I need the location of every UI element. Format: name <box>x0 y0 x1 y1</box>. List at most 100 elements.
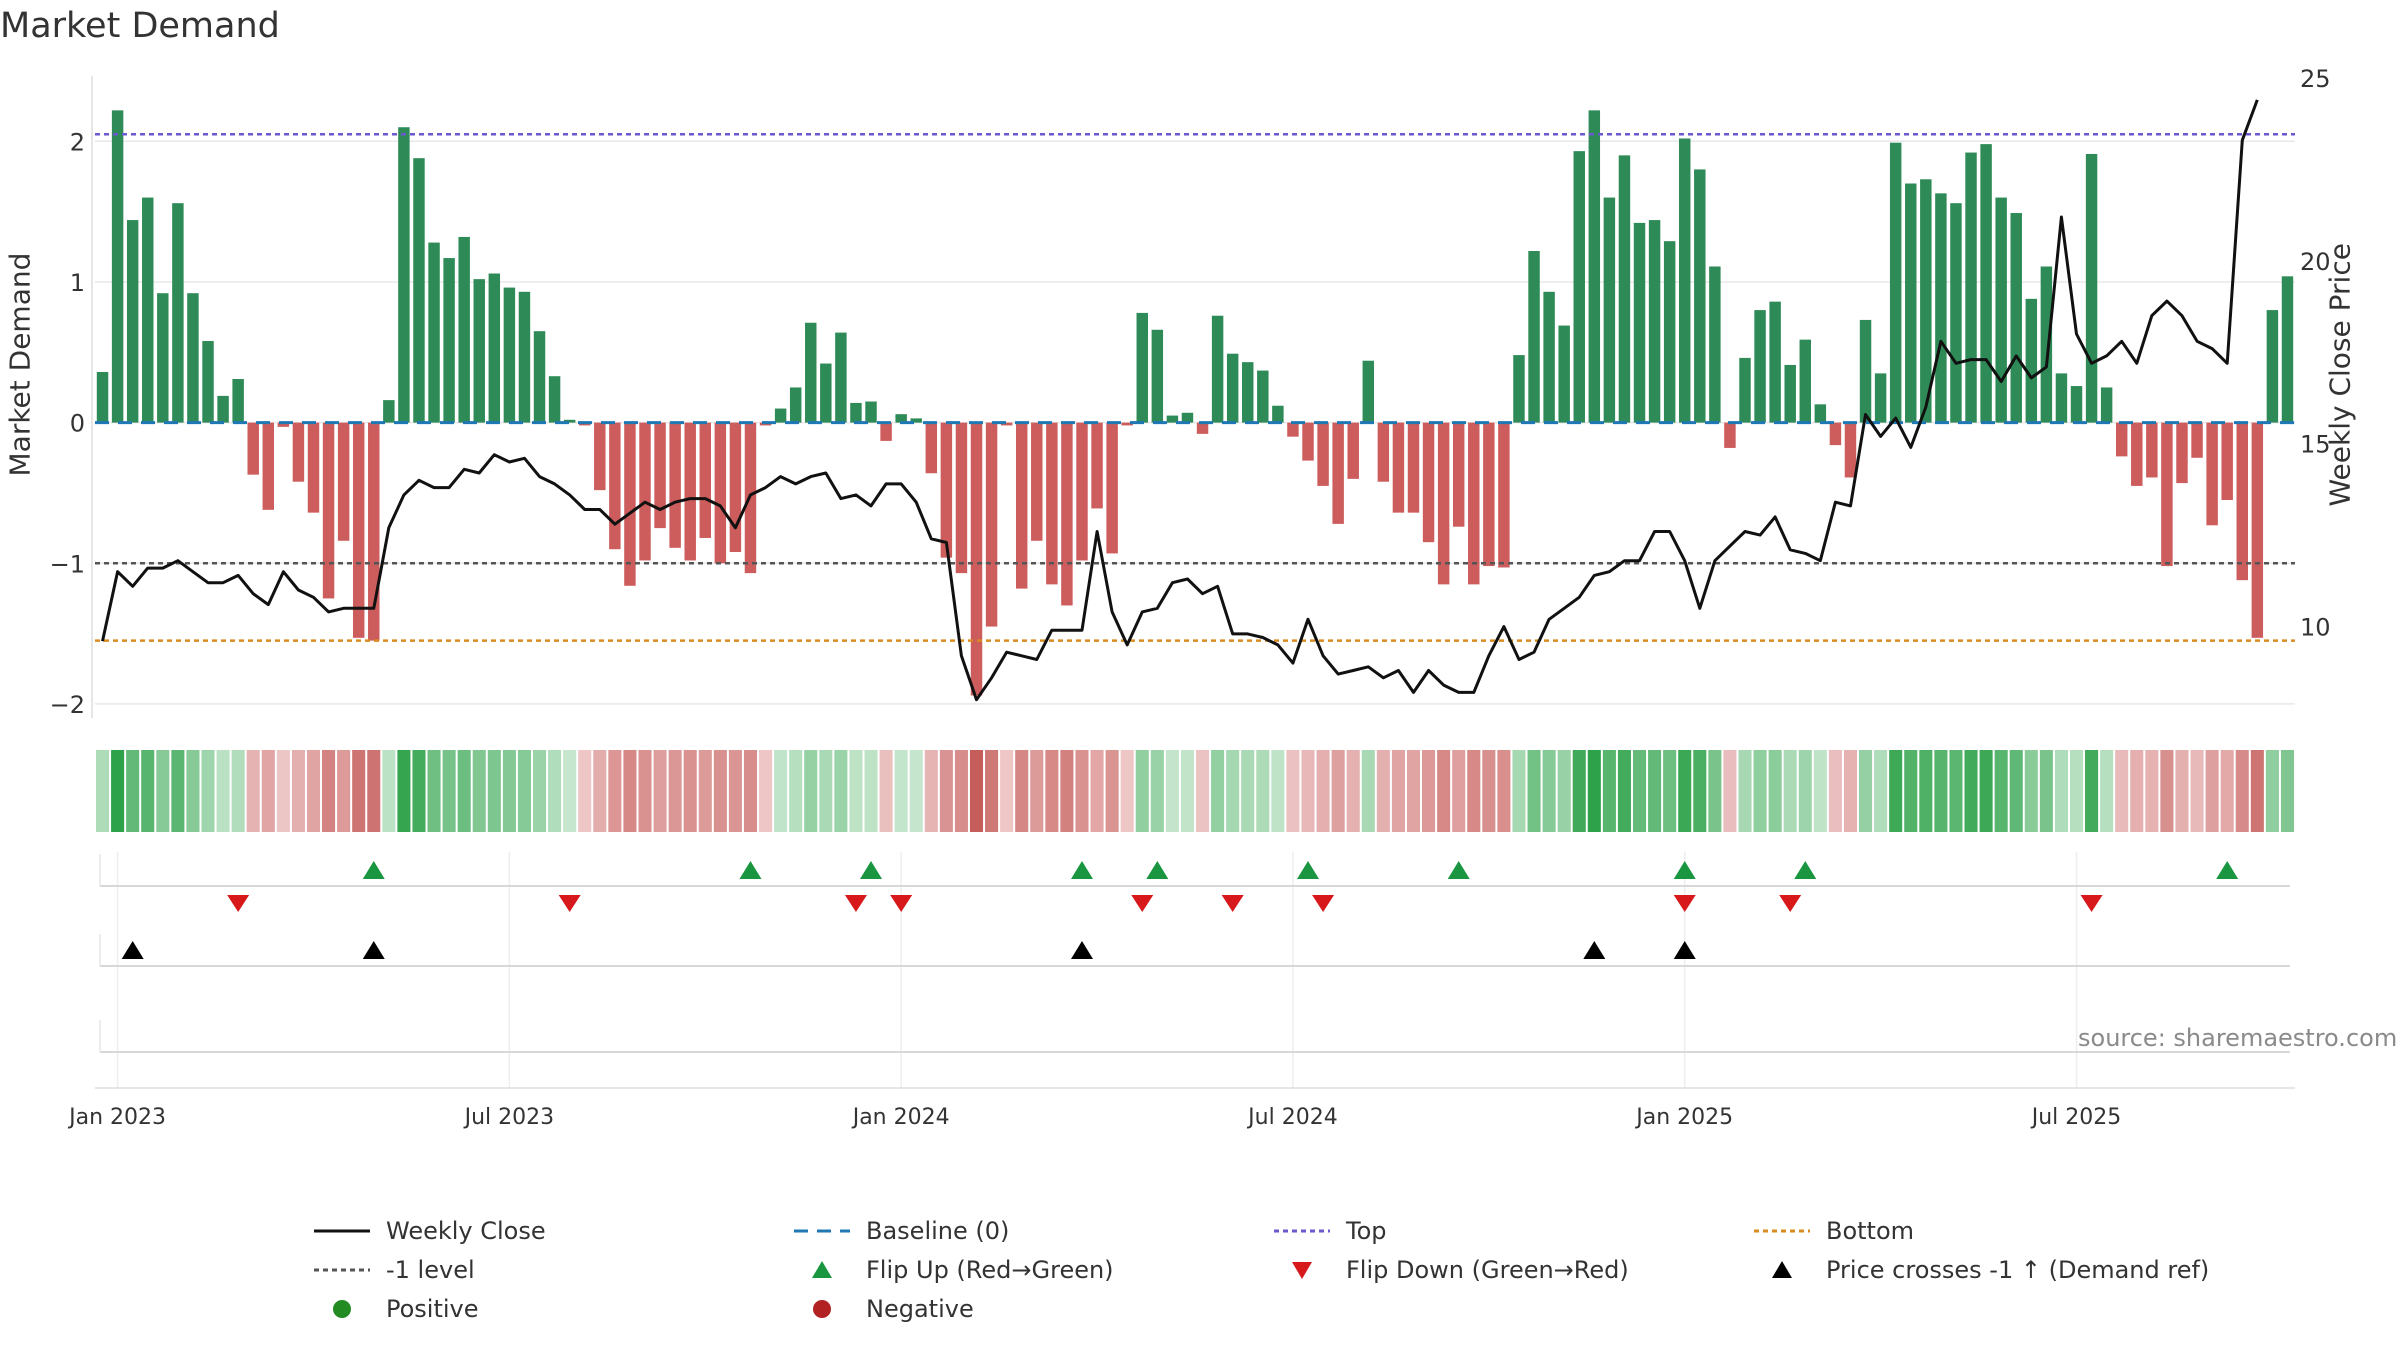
event-markers <box>95 854 2295 1089</box>
heat-cell <box>156 750 170 832</box>
demand-bar <box>518 291 531 423</box>
heat-cell <box>126 750 140 832</box>
demand-bar <box>337 422 350 541</box>
demand-bar <box>2146 422 2158 478</box>
legend-negative: Negative <box>792 1291 974 1327</box>
demand-bar <box>1091 422 1103 509</box>
heat-cell <box>548 750 562 832</box>
demand-bar <box>639 422 651 561</box>
demand-bar <box>1905 183 1917 423</box>
heat-cell <box>2100 750 2114 832</box>
demand-bar <box>1859 319 1872 423</box>
heat-cell <box>638 750 652 832</box>
x-tick-label: Jul 2024 <box>1246 1105 1338 1130</box>
legend-line-solid-icon <box>314 1229 370 1233</box>
demand-bar <box>1829 422 1842 446</box>
demand-bar <box>1272 405 1284 423</box>
y2-tick-label: 10 <box>2300 614 2331 642</box>
demand-bar <box>970 422 983 696</box>
heat-cell <box>1226 750 1240 832</box>
heat-cell <box>698 750 712 832</box>
demand-bar <box>1935 193 1947 423</box>
demand-bar <box>1046 422 1058 585</box>
legend-label: Negative <box>866 1295 974 1323</box>
heat-cell <box>1180 750 1194 832</box>
demand-bar <box>488 273 501 423</box>
flip-down-marker <box>1131 895 1154 912</box>
heat-cell <box>1045 750 1059 832</box>
demand-bar <box>940 422 953 558</box>
heat-cell <box>1964 750 1978 832</box>
demand-bar <box>1543 291 1555 423</box>
demand-bar <box>1769 301 1781 423</box>
heat-cell <box>1859 750 1873 832</box>
demand-bar <box>548 376 561 423</box>
heat-cell <box>337 750 351 832</box>
demand-bar <box>1679 138 1691 423</box>
y-tick-label: −1 <box>50 550 85 578</box>
heat-cell <box>578 750 592 832</box>
demand-bar <box>1166 415 1179 423</box>
heat-cell <box>879 750 893 832</box>
heat-cell <box>743 750 758 832</box>
heat-cell <box>1497 750 1511 832</box>
demand-bar <box>624 422 636 586</box>
demand-bar <box>1603 197 1616 423</box>
heat-cell <box>2085 750 2099 832</box>
heat-cell <box>2130 750 2144 832</box>
weekly-close-line <box>101 99 2259 702</box>
legend-weekly-close: Weekly Close <box>312 1213 546 1249</box>
flip-down-marker <box>1673 895 1696 912</box>
demand-bar <box>1663 241 1676 423</box>
heat-cell <box>1512 750 1526 832</box>
chart-legend: Weekly Close Baseline (0) Top Bottom -1 … <box>0 1210 2400 1330</box>
demand-bar <box>2100 387 2113 423</box>
demand-bar <box>1437 422 1450 585</box>
heat-cell <box>1165 750 1179 832</box>
demand-bar <box>503 287 516 423</box>
demand-bar <box>142 197 154 423</box>
heat-cell <box>2280 750 2294 832</box>
demand-bar <box>654 422 666 529</box>
demand-bar <box>1347 422 1359 479</box>
heat-cell <box>1632 750 1647 832</box>
demand-bar <box>1784 364 1796 423</box>
demand-bar <box>714 422 727 564</box>
heat-cell <box>367 750 381 832</box>
demand-bar <box>1242 362 1254 423</box>
demand-bar <box>1332 422 1344 524</box>
heat-cell <box>969 750 984 832</box>
demand-bar <box>1377 422 1390 482</box>
demand-bar <box>1468 422 1480 585</box>
heat-cell <box>1196 750 1210 832</box>
demand-bar <box>865 401 877 423</box>
flip-up-marker <box>1794 861 1817 879</box>
demand-bar <box>96 371 109 423</box>
source-credit: source: sharemaestro.com <box>2078 1024 2398 1052</box>
demand-bar <box>594 422 606 491</box>
heat-cell <box>1587 750 1601 832</box>
heat-cell <box>457 750 471 832</box>
demand-bar <box>2191 422 2203 458</box>
demand-bar <box>1709 266 1721 423</box>
heat-cell <box>1090 750 1104 832</box>
heat-cell <box>819 750 833 832</box>
heat-cell <box>2175 750 2189 832</box>
demand-bar <box>1151 329 1164 423</box>
heat-cell <box>1572 750 1586 832</box>
heat-cell <box>502 750 516 832</box>
x-tick-label: Jul 2023 <box>463 1105 555 1130</box>
heat-cell <box>1075 750 1089 832</box>
heat-cell <box>1617 750 1631 832</box>
demand-bar <box>1648 220 1661 423</box>
heat-cell <box>985 750 999 832</box>
y-tick-label: −2 <box>50 691 85 719</box>
demand-bar <box>895 414 907 423</box>
heat-cell <box>472 750 486 832</box>
heat-cell <box>141 750 155 832</box>
demand-bar <box>1694 169 1706 423</box>
heat-cell <box>1422 750 1436 832</box>
heat-cell <box>427 750 441 832</box>
demand-bar <box>1498 422 1510 568</box>
